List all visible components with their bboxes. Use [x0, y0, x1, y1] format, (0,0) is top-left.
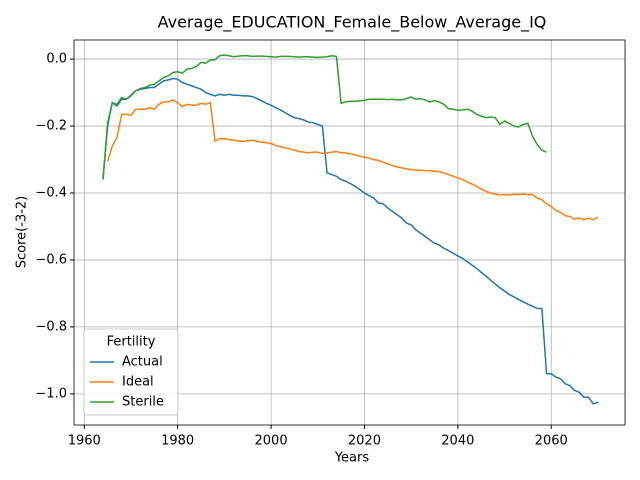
x-tick-label: 2000 — [255, 434, 288, 449]
legend-label: Ideal — [122, 375, 154, 390]
x-tick-label: 2040 — [441, 434, 474, 449]
series-line — [106, 99, 599, 221]
legend-box — [83, 328, 179, 416]
x-tick-label: 1960 — [68, 434, 101, 449]
x-tick-label: 2020 — [348, 434, 381, 449]
y-tick-label: −1.0 — [35, 386, 67, 401]
legend-title: Fertility — [107, 335, 156, 350]
legend-label: Sterile — [122, 395, 164, 410]
series-line — [102, 54, 547, 180]
legend-label: Actual — [122, 355, 163, 370]
y-axis-label: Score(-3-2) — [15, 196, 30, 268]
y-tick-label: −0.8 — [35, 319, 67, 334]
y-tick-label: −0.2 — [35, 119, 67, 134]
series-line — [102, 77, 599, 405]
plot-frame — [73, 39, 626, 426]
y-tick-label: −0.4 — [35, 185, 67, 200]
chart-title: Average_EDUCATION_Female_Below_Average_I… — [158, 13, 547, 33]
x-tick-label: 2060 — [535, 434, 568, 449]
x-tick-label: 1980 — [161, 434, 194, 449]
y-tick-label: 0.0 — [46, 52, 67, 67]
x-axis-label: Years — [334, 451, 370, 466]
y-tick-label: −0.6 — [35, 252, 67, 267]
